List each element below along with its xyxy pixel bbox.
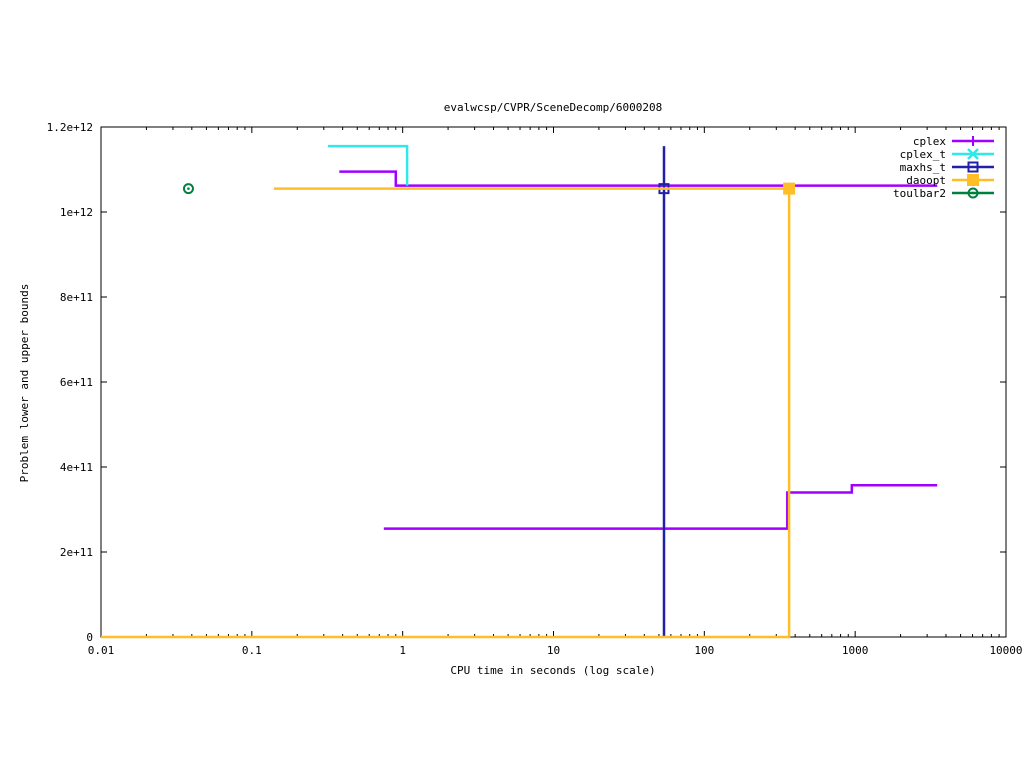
x-tick-label: 1000 [842,644,869,657]
series-cplex [339,170,938,530]
legend-marker [968,136,978,146]
data-point [182,183,194,195]
series-maxhs_t [658,146,670,637]
x-marker [967,148,979,160]
filled-square-marker [783,182,796,195]
circle-marker [967,187,979,199]
series-line [339,170,938,187]
y-tick-label: 4e+11 [60,461,93,474]
x-tick-label: 1 [399,644,406,657]
legend-marker [967,148,979,160]
series-daoopt [101,182,796,639]
legend-marker [967,174,979,186]
series-line [328,144,409,186]
plot-frame [100,126,1007,638]
y-axis-label: Problem lower and upper bounds [18,284,31,483]
circle-marker [182,183,194,195]
legend-label: cplex_t [900,148,946,161]
axes: 0.01 0.1 1 10 100 1000 10000 0 2e+11 4e+11 6e+11 8e… [47,121,1023,657]
y-tick-label: 1e+12 [60,206,93,219]
legend-item: cplex_t [900,148,994,161]
legend-item: daoopt [906,174,994,187]
y-tick-label: 1.2e+12 [47,121,93,134]
x-axis-label: CPU time in seconds (log scale) [450,664,655,677]
x-tick-label: 10000 [989,644,1022,657]
legend-item: cplex [913,135,994,148]
y-tick-label: 0 [86,631,93,644]
legend-item: toulbar2 [893,187,994,200]
series-toulbar2 [182,183,194,195]
circle-marker-dot [187,187,190,190]
series-layer [101,144,938,639]
data-point [783,182,796,195]
x-tick-label: 0.01 [88,644,115,657]
legend-marker [967,187,979,199]
legend-label: daoopt [906,174,946,187]
square-marker [967,161,979,173]
legend-item: maxhs_t [900,161,994,174]
plus-marker [968,136,978,146]
circle-marker-dot [971,191,975,195]
chart-title: evalwcsp/CVPR/SceneDecomp/6000208 [444,101,663,114]
legend-marker [967,161,979,173]
filled-square-marker [967,174,979,186]
series-line [383,484,938,530]
series-line [101,187,791,639]
y-tick-label: 2e+11 [60,546,93,559]
legend-label: cplex [913,135,946,148]
series-cplex_t [328,144,409,186]
y-tick-label: 6e+11 [60,376,93,389]
legend-label: maxhs_t [900,161,946,174]
x-tick-label: 100 [694,644,714,657]
y-tick-label: 8e+11 [60,291,93,304]
legend-label: toulbar2 [893,187,946,200]
x-tick-label: 10 [547,644,560,657]
x-tick-label: 0.1 [242,644,262,657]
